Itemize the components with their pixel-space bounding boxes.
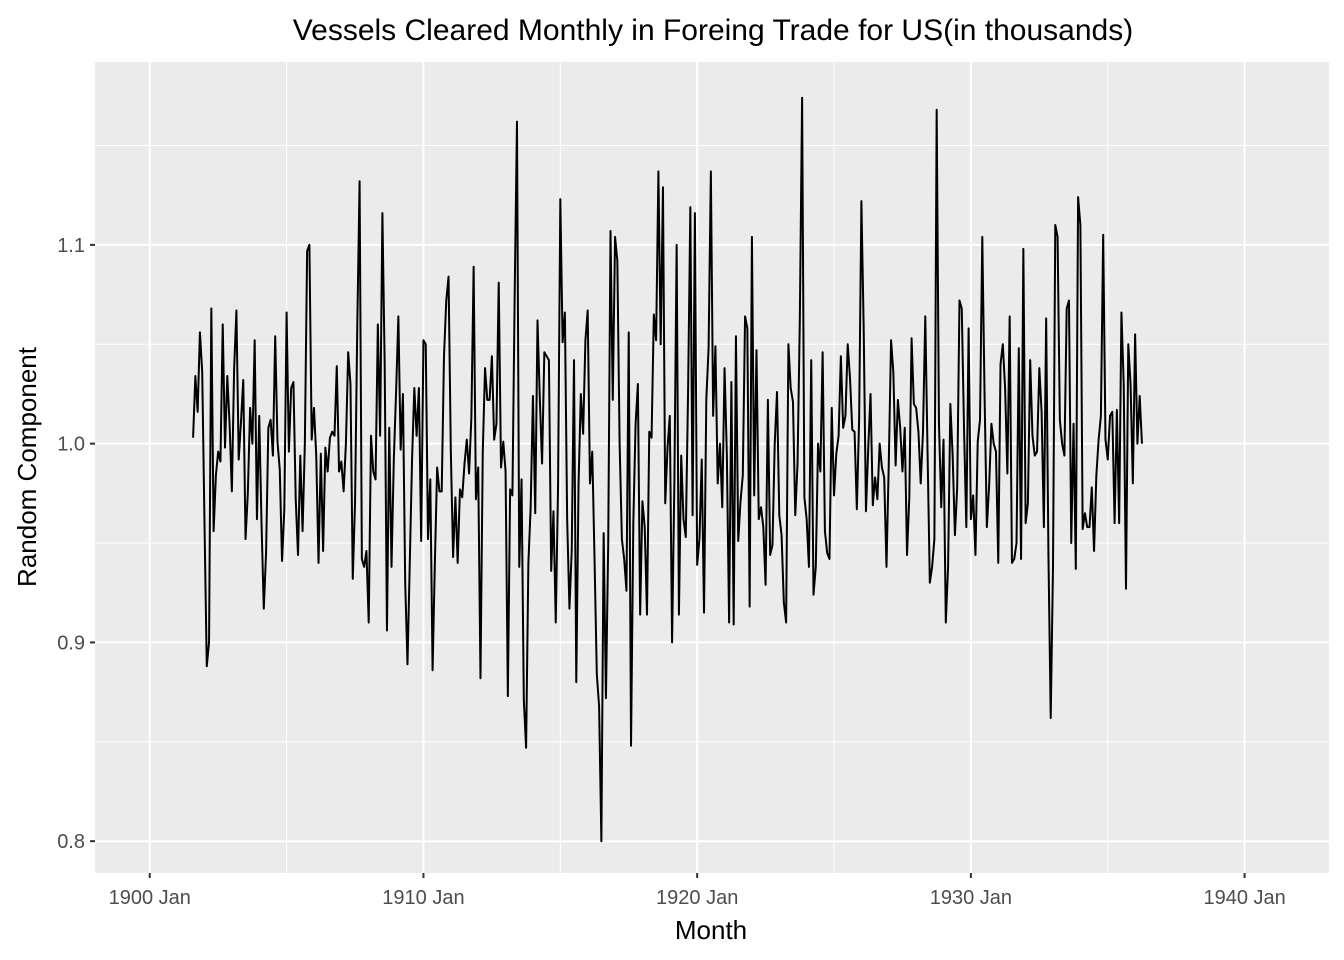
- y-tick-label: 0.9: [57, 632, 85, 654]
- x-axis-ticks: 1900 Jan 1910 Jan 1920 Jan 1930 Jan 1940 Jan: [109, 873, 1286, 909]
- chart-title: Vessels Cleared Monthly in Foreing Trade…: [293, 14, 1133, 47]
- x-tick-label: 1900 Jan: [109, 887, 191, 909]
- x-tick-label: 1920 Jan: [656, 887, 738, 909]
- y-tick-label: 1.0: [57, 434, 85, 456]
- x-axis-title: Month: [675, 915, 747, 945]
- y-axis-title: Random Component: [12, 346, 42, 587]
- x-tick-label: 1910 Jan: [382, 887, 464, 909]
- series-line: [192, 96, 1143, 843]
- y-tick-label: 0.8: [57, 831, 85, 853]
- y-axis-ticks: 0.8 0.9 1.0 1.1: [57, 235, 95, 853]
- y-tick-label: 1.1: [57, 235, 85, 257]
- x-tick-label: 1940 Jan: [1203, 887, 1285, 909]
- x-tick-label: 1930 Jan: [930, 887, 1012, 909]
